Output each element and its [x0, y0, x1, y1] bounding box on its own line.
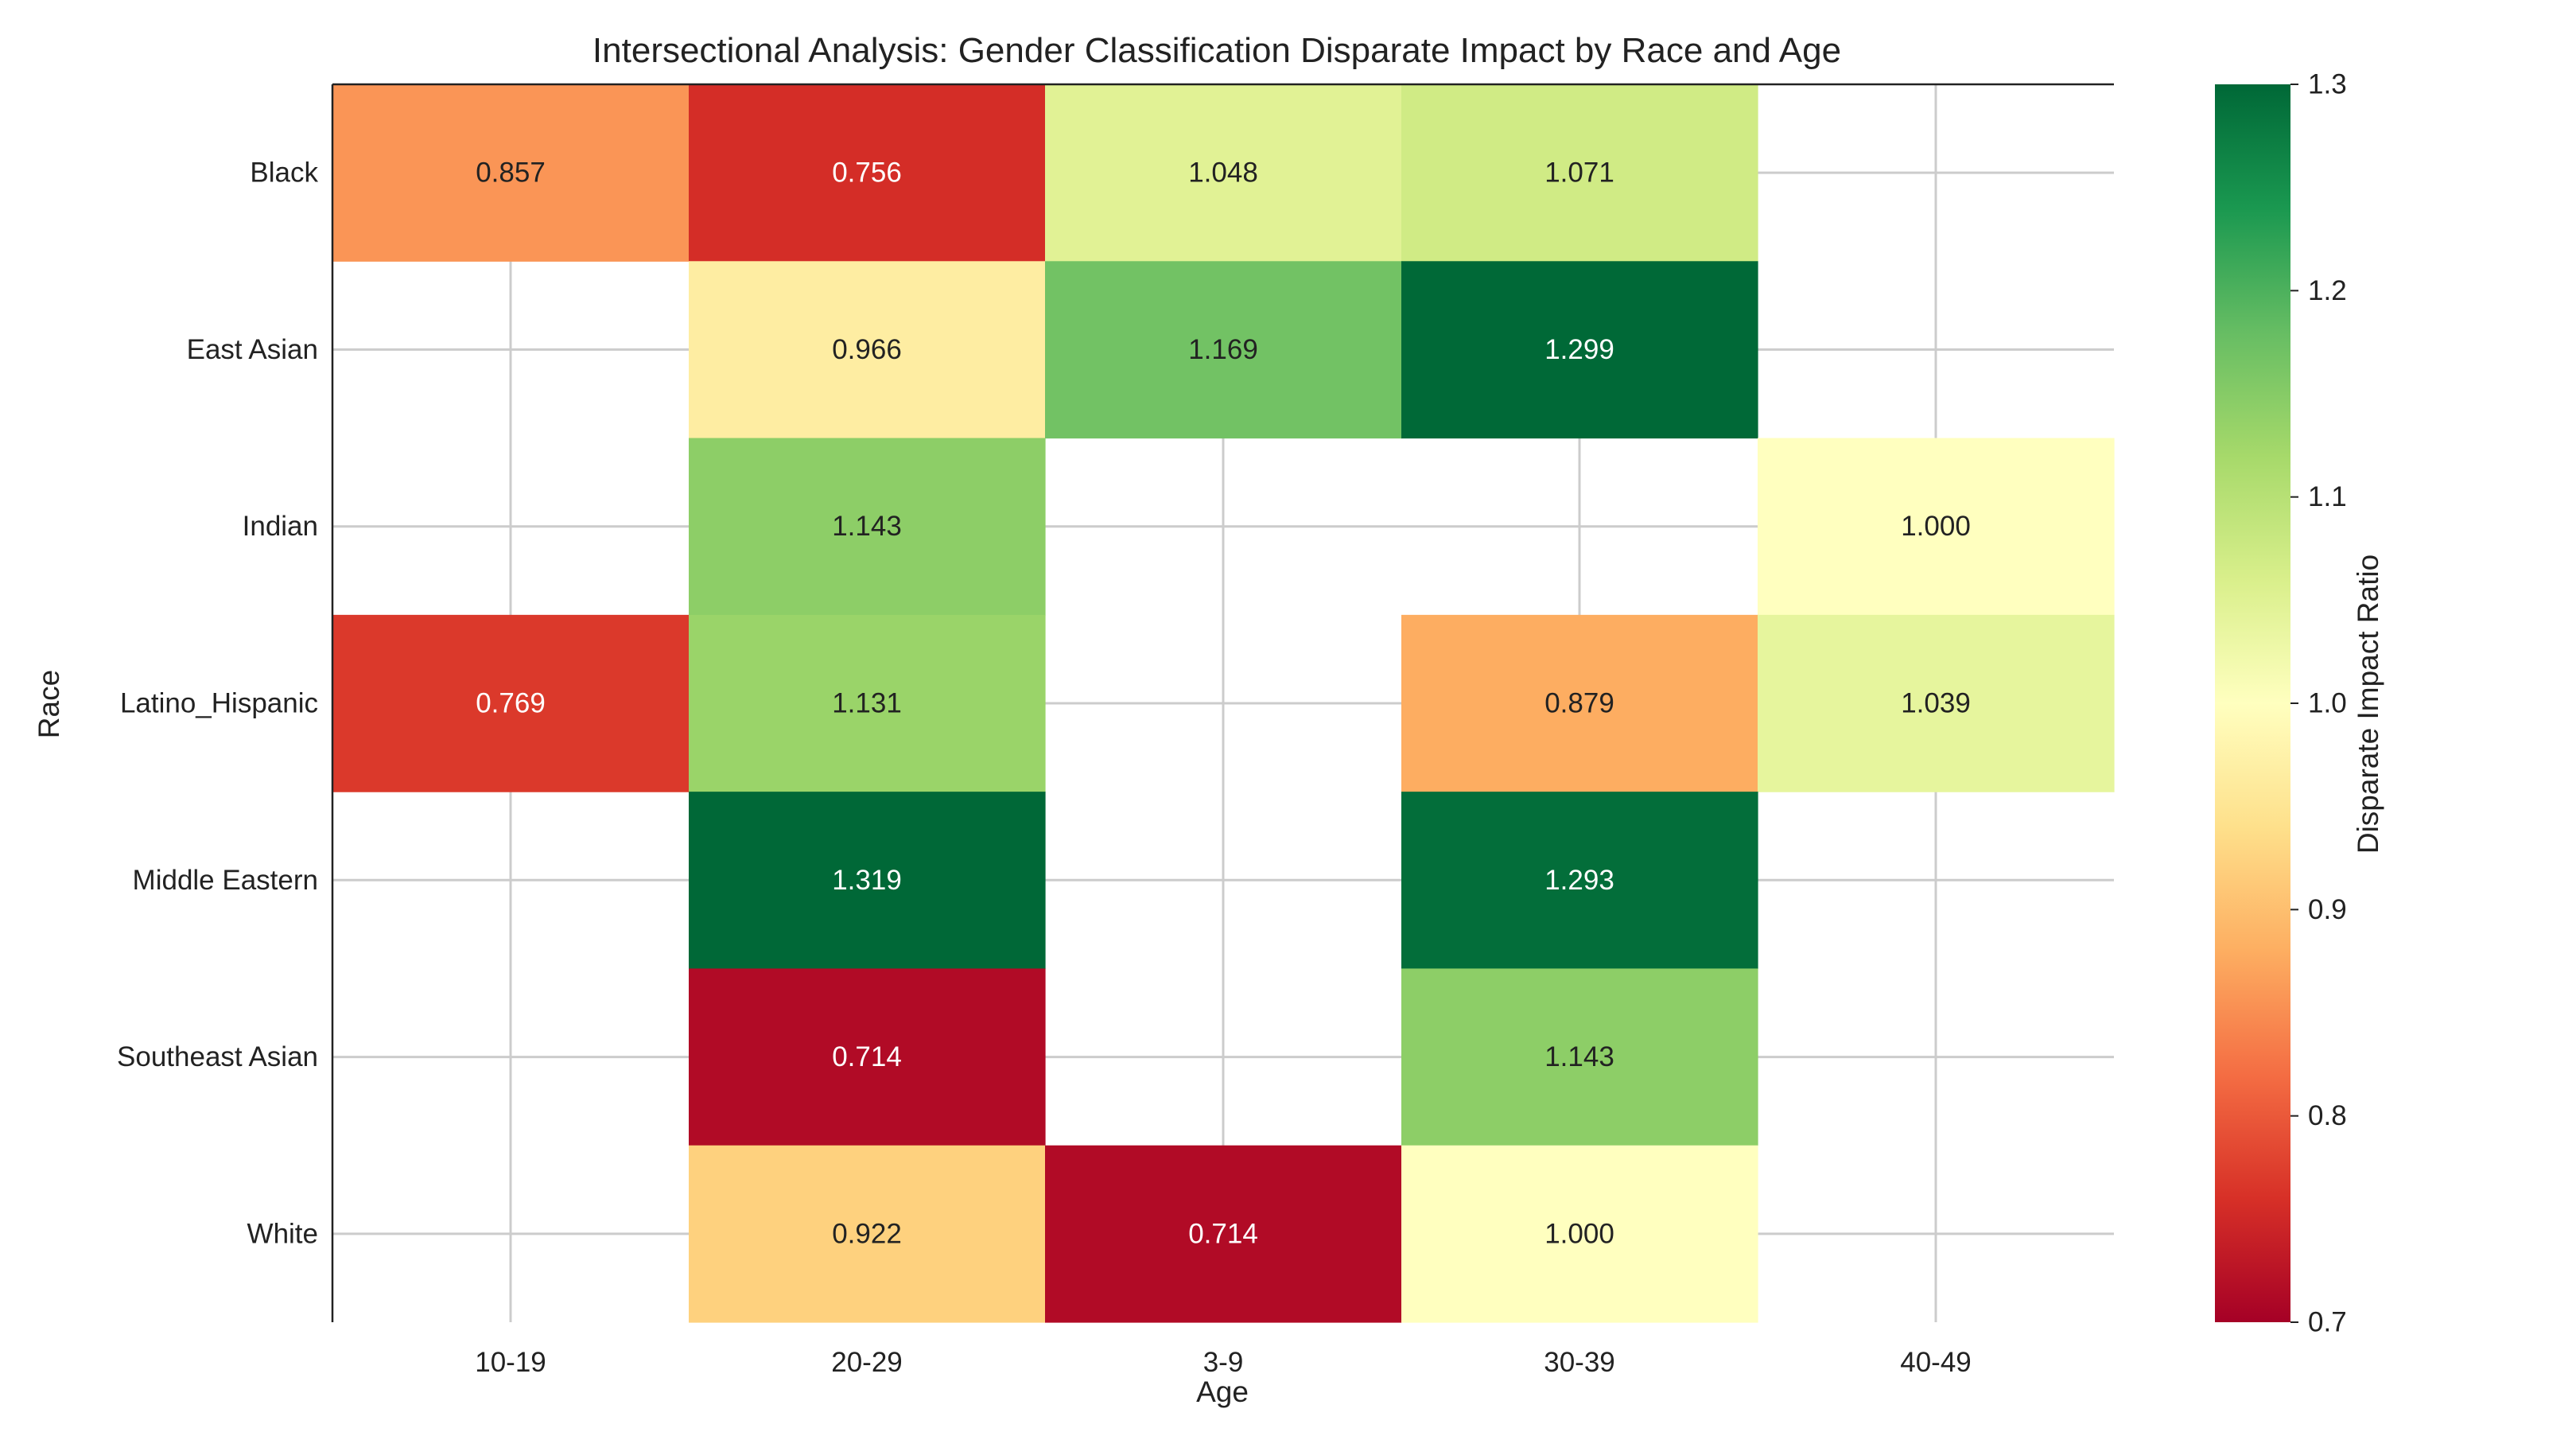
- y-tick-label: East Asian: [187, 334, 318, 365]
- heatmap-cell: [1758, 614, 2115, 792]
- x-tick-labels: 10-19 20-29 3-9 30-39 40-49: [475, 1347, 1972, 1378]
- colorbar-tick-label: 1.2: [2308, 275, 2347, 306]
- chart-title: Intersectional Analysis: Gender Classifi…: [593, 31, 1841, 70]
- cell-value-label: 0.714: [832, 1041, 902, 1072]
- cell-value-label: 0.857: [476, 158, 546, 189]
- x-tick-label: 10-19: [475, 1347, 546, 1378]
- cell-value-label: 0.769: [476, 688, 546, 719]
- x-tick-label: 20-29: [831, 1347, 903, 1378]
- colorbar-tick-label: 1.1: [2308, 481, 2347, 512]
- axis-spines: [331, 83, 2114, 1322]
- x-tick-label: 40-49: [1900, 1347, 1972, 1378]
- cell-value-labels: 0.857 0.756 1.048 1.071 0.966 1.169 1.299 1.143…: [476, 158, 1971, 1250]
- y-tick-labels: Black East Asian Indian Latino_Hispanic Midd…: [117, 158, 318, 1250]
- colorbar-tick-label: 0.7: [2308, 1307, 2347, 1338]
- heatmap-cell: [1401, 614, 1758, 792]
- heatmap-cell: [1401, 968, 1758, 1146]
- colorbar: 0.7 0.8 0.9 1.0 1.1 1.2 1.3 Disparate Impact R…: [2215, 69, 2384, 1338]
- cell-value-label: 1.143: [1544, 1041, 1614, 1072]
- cell-value-label: 0.714: [1188, 1218, 1258, 1249]
- heatmap-cell: [1401, 1145, 1758, 1323]
- y-tick-label: Southeast Asian: [117, 1041, 318, 1072]
- colorbar-tick-label: 1.3: [2308, 69, 2347, 100]
- colorbar-gradient: [2215, 84, 2290, 1322]
- cell-value-label: 0.966: [832, 334, 902, 365]
- heatmap-cell: [1045, 84, 1402, 262]
- heatmap-cell: [1401, 84, 1758, 262]
- heatmap-cell: [689, 614, 1046, 792]
- y-tick-label: Indian: [243, 511, 318, 542]
- heatmap-cell: [332, 84, 690, 262]
- heatmap-cell: [1045, 261, 1402, 439]
- heatmap-cell: [1045, 1145, 1402, 1323]
- heatmap-cell: [332, 614, 690, 792]
- y-tick-label: Latino_Hispanic: [120, 688, 318, 719]
- heatmap-cells: [332, 84, 2115, 1323]
- cell-value-label: 1.143: [832, 511, 902, 542]
- heatmap-cell: [689, 84, 1046, 262]
- cell-value-label: 1.319: [832, 865, 902, 896]
- y-tick-label: Black: [250, 158, 318, 189]
- x-tick-label: 30-39: [1544, 1347, 1615, 1378]
- cell-value-label: 1.071: [1544, 158, 1614, 189]
- colorbar-tick-label: 0.8: [2308, 1100, 2347, 1131]
- y-tick-label: Middle Eastern: [133, 865, 318, 896]
- cell-value-label: 0.756: [832, 158, 902, 189]
- cell-value-label: 1.293: [1544, 865, 1614, 896]
- x-tick-label: 3-9: [1203, 1347, 1244, 1378]
- y-axis-label: Race: [33, 670, 65, 738]
- heatmap-cell: [1758, 438, 2115, 616]
- heatmap-cell: [1401, 261, 1758, 439]
- colorbar-label: Disparate Impact Ratio: [2352, 555, 2384, 854]
- cell-value-label: 0.922: [832, 1218, 902, 1249]
- heatmap-cell: [689, 438, 1046, 616]
- cell-value-label: 1.169: [1188, 334, 1258, 365]
- heatmap-cell: [689, 968, 1046, 1146]
- heatmap-cell: [689, 1145, 1046, 1323]
- x-axis-label: Age: [1196, 1376, 1249, 1408]
- cell-value-label: 1.048: [1188, 158, 1258, 189]
- colorbar-ticks: 0.7 0.8 0.9 1.0 1.1 1.2 1.3: [2290, 69, 2347, 1338]
- cell-value-label: 1.131: [832, 688, 902, 719]
- heatmap-cell: [689, 792, 1046, 970]
- heatmap-cell: [689, 261, 1046, 439]
- colorbar-tick-label: 0.9: [2308, 894, 2347, 925]
- cell-value-label: 1.000: [1544, 1218, 1614, 1249]
- cell-value-label: 0.879: [1544, 688, 1614, 719]
- heatmap-cell: [1401, 792, 1758, 970]
- cell-value-label: 1.039: [1901, 688, 1971, 719]
- cell-value-label: 1.000: [1901, 511, 1971, 542]
- colorbar-tick-label: 1.0: [2308, 688, 2347, 719]
- y-tick-label: White: [247, 1218, 318, 1249]
- cell-value-label: 1.299: [1544, 334, 1614, 365]
